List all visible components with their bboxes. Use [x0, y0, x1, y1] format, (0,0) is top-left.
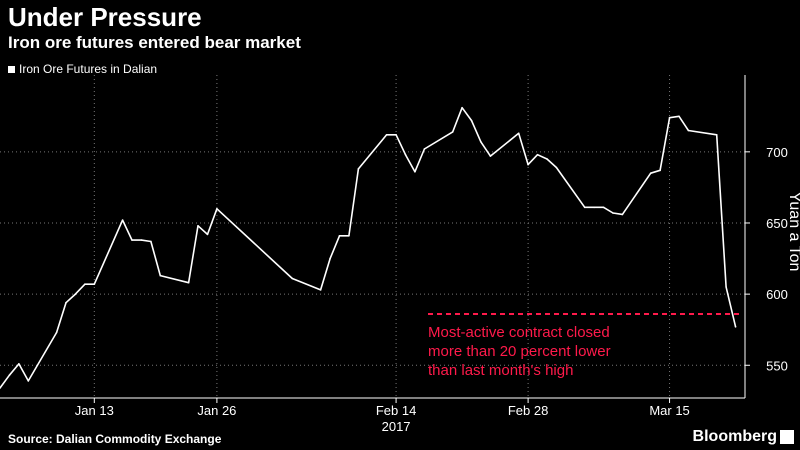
data-point: [593, 206, 595, 209]
data-point: [678, 115, 680, 118]
y-tick-label: 600: [766, 287, 788, 302]
data-point: [470, 119, 473, 122]
data-point: [74, 293, 77, 295]
data-point: [480, 141, 482, 143]
legend-label: Iron Ore Futures in Dalian: [19, 62, 158, 76]
bloomberg-logo: Bloomberg: [693, 428, 794, 446]
data-point: [150, 240, 152, 243]
data-point: [659, 169, 661, 172]
data-point: [187, 281, 190, 284]
data-point: [715, 133, 718, 136]
chart-title: Under Pressure: [8, 2, 202, 32]
data-point: [18, 363, 20, 365]
data-point: [404, 153, 407, 156]
data-point: [385, 133, 388, 136]
data-point: [612, 212, 614, 214]
data-point: [489, 155, 492, 157]
data-point: [197, 225, 199, 227]
series-layer: [0, 106, 737, 389]
data-point: [159, 274, 162, 277]
data-point: [140, 239, 143, 241]
data-point: [527, 163, 529, 166]
data-point: [319, 289, 322, 291]
data-point: [725, 286, 727, 288]
y-tick-label: 650: [766, 216, 788, 231]
brand-text: Bloomberg: [692, 428, 777, 445]
data-point: [517, 132, 520, 135]
data-point: [395, 133, 397, 136]
y-tick-label: 700: [766, 145, 788, 160]
data-point: [0, 387, 1, 389]
data-point: [668, 116, 671, 119]
data-point: [546, 158, 548, 160]
label-layer: 550 600 650 700 Jan 13 Jan 26 Feb 14 Feb 28 Mar …: [75, 145, 800, 434]
data-point: [84, 283, 86, 285]
data-point: [348, 234, 350, 237]
data-point: [206, 233, 209, 236]
x-tick-label: Jan 13: [75, 403, 114, 418]
data-point: [27, 380, 30, 382]
data-point: [555, 166, 558, 169]
data-point: [8, 374, 11, 377]
x-tick-label: Mar 15: [649, 403, 689, 418]
data-point: [291, 277, 294, 280]
data-point: [451, 131, 454, 133]
brand-square-icon: [780, 430, 794, 444]
data-point: [414, 170, 416, 173]
data-point: [461, 106, 463, 109]
source-note: Source: Dalian Commodity Exchange: [8, 432, 222, 446]
x-tick-label: Feb 28: [508, 403, 548, 418]
chart-subtitle: Iron ore futures entered bear market: [8, 33, 301, 52]
data-point: [621, 213, 624, 216]
data-point: [55, 331, 58, 334]
data-point: [734, 326, 737, 328]
y-tick-label: 550: [766, 358, 788, 373]
x-tick-label: Jan 26: [197, 403, 236, 418]
data-point: [602, 206, 605, 209]
data-point: [423, 148, 426, 150]
series-line: [0, 106, 737, 389]
data-point: [329, 257, 331, 260]
data-point: [216, 207, 218, 210]
data-point: [65, 301, 67, 304]
data-point: [687, 129, 690, 132]
data-point: [649, 172, 652, 174]
data-point: [357, 168, 360, 170]
x-tick-label: Feb 14: [376, 403, 416, 418]
axis-layer: [0, 75, 750, 403]
data-point: [93, 283, 96, 285]
legend-swatch: [8, 65, 15, 73]
data-point: [583, 206, 586, 209]
data-point: [338, 234, 341, 237]
annotation-text: Most-active contract closed more than 20…: [428, 324, 611, 379]
legend: Iron Ore Futures in Dalian: [8, 62, 157, 76]
data-point: [121, 219, 124, 221]
y-axis-title: Yuan a Ton: [786, 192, 800, 272]
data-point: [131, 239, 133, 241]
data-point: [536, 153, 539, 156]
x-year-label: 2017: [382, 419, 411, 434]
